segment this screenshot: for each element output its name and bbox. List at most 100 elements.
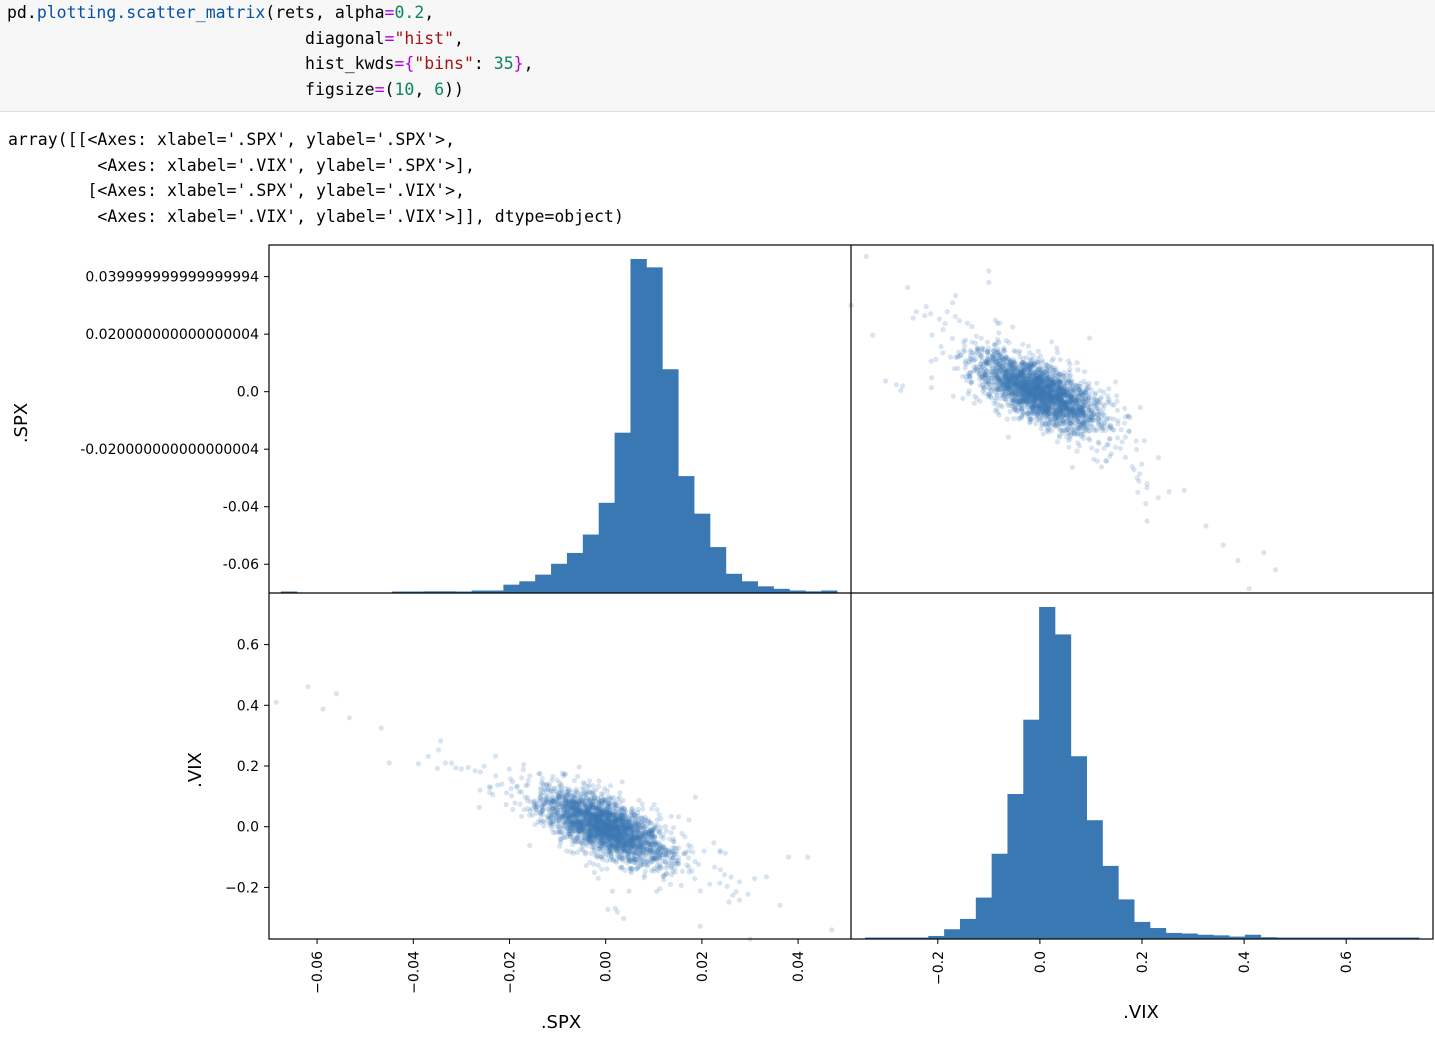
scatter-point [1062,392,1068,398]
scatter-point [1025,383,1031,390]
scatter-point [986,279,992,285]
scatter-point [1024,388,1030,394]
scatter-point [1051,402,1057,408]
scatter-point [979,378,986,384]
scatter-point [1006,378,1012,384]
scatter-point [1054,389,1060,395]
scatter-point [1056,411,1063,417]
scatter-point [435,747,442,753]
scatter-point [578,846,584,852]
scatter-point [1091,417,1097,424]
scatter-point [1074,406,1080,412]
scatter-point [1026,389,1032,395]
scatter-point [1075,425,1081,431]
scatter-point [1002,374,1008,380]
scatter-point [654,888,660,894]
scatter-point [1055,397,1061,403]
scatter-point [1044,401,1050,407]
scatter-point [1041,399,1047,406]
scatter-point [1046,397,1052,403]
scatter-point [1056,371,1062,377]
scatter-point [1039,378,1045,384]
scatter-point [1054,393,1060,399]
scatter-point [1010,398,1016,404]
scatter-point [1094,401,1100,407]
scatter-point [763,874,770,880]
scatter-point [1044,377,1050,383]
scatter-point [910,315,916,321]
scatter-point [599,866,605,872]
scatter-matrix-figure: 0.0399999999999999940.020000000000000004… [11,244,1434,1033]
scatter-point [1050,412,1056,418]
scatter-point [1155,495,1161,501]
scatter-point [540,818,546,824]
scatter-point [730,892,736,898]
scatter-point [1089,417,1095,423]
code-cell[interactable]: pd.plotting.scatter_matrix(rets, alpha=0… [0,0,1435,112]
scatter-point [1047,411,1053,417]
scatter-point [1079,407,1085,413]
scatter-point [928,311,934,317]
scatter-point [1013,393,1019,399]
scatter-point [1114,398,1120,404]
scatter-spx-vs-vix-panel [273,684,835,942]
scatter-point [989,353,996,359]
scatter-point [1003,338,1009,344]
scatter-point [1050,370,1056,376]
scatter-point [1086,412,1092,418]
scatter-point [1088,417,1094,423]
scatter-point [1088,410,1094,416]
scatter-point [955,365,961,371]
scatter-point [994,406,1000,412]
scatter-point [1035,356,1041,362]
scatter-point [663,849,669,855]
scatter-point [656,828,663,834]
scatter-point [1034,369,1040,375]
scatter-point [514,783,520,789]
scatter-point [1049,394,1055,400]
scatter-point [970,368,976,374]
scatter-point [1037,385,1043,391]
scatter-point [1044,389,1051,395]
hist-bar-spx [582,534,600,593]
scatter-point [575,836,581,842]
scatter-point [1006,383,1013,389]
scatter-point [1002,374,1008,380]
scatter-point [1011,377,1017,383]
scatter-point [1026,390,1033,397]
scatter-point [1088,401,1095,407]
scatter-point [1060,418,1066,425]
scatter-point [1021,410,1027,416]
scatter-point [1038,406,1044,412]
scatter-point [977,398,983,404]
scatter-point [980,388,986,394]
scatter-point [1033,386,1039,392]
scatter-point [1049,393,1055,399]
scatter-point [942,320,948,327]
scatter-point [619,779,625,785]
scatter-point [596,778,602,784]
scatter-point [870,332,876,338]
scatter-point [1036,405,1043,411]
scatter-point [1056,432,1063,438]
scatter-point [1062,422,1069,429]
scatter-point [1019,362,1025,368]
scatter-point [994,358,1000,364]
scatter-point [1045,429,1051,435]
scatter-point [1062,399,1068,405]
scatter-point [434,765,440,772]
scatter-point [1075,425,1081,431]
scatter-point [1023,369,1029,375]
scatter-point [1069,405,1075,411]
scatter-point [521,762,527,768]
scatter-point [1008,376,1014,382]
scatter-point [1007,363,1013,369]
scatter-point [523,782,529,788]
scatter-point [1052,398,1058,404]
code-editor[interactable]: pd.plotting.scatter_matrix(rets, alpha=0… [7,0,534,102]
scatter-point [661,877,667,883]
scatter-point [1004,376,1010,382]
scatter-point [663,865,669,871]
scatter-point [1074,383,1080,389]
hist-spx-panel [281,259,838,594]
